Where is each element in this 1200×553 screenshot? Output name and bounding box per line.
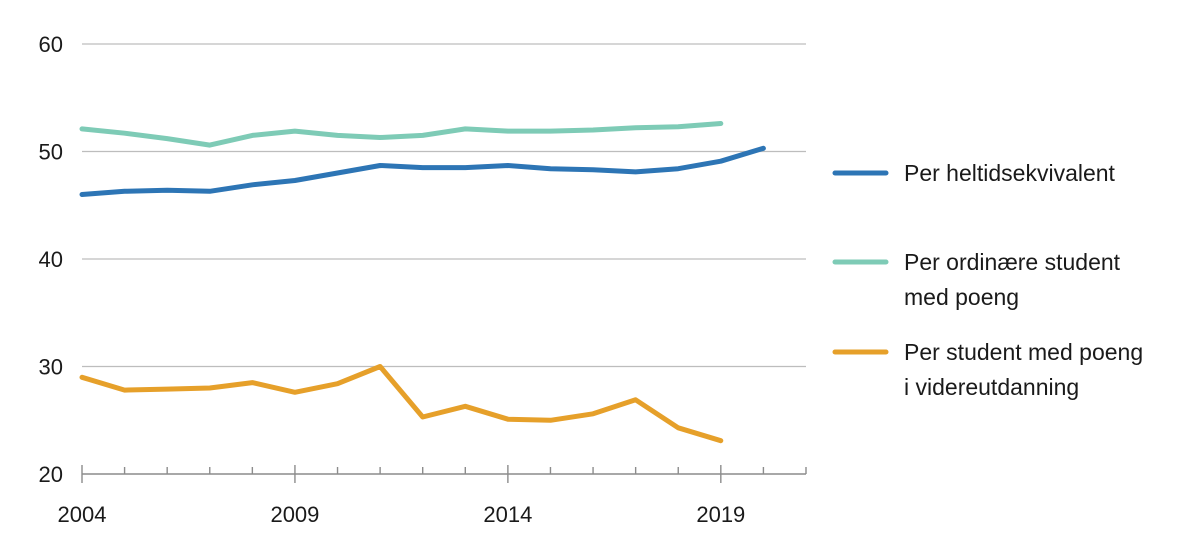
x-tick-label: 2004: [58, 502, 107, 527]
legend: Per heltidsekvivalent Per ordinære studen…: [832, 160, 1143, 400]
legend-label-1: Per heltidsekvivalent: [904, 160, 1116, 186]
y-tick-label: 60: [39, 32, 63, 57]
y-tick-label: 20: [39, 462, 63, 487]
legend-label-3: i videreutdanning: [904, 374, 1079, 400]
series-line-3: [79, 364, 724, 444]
legend-label-3: Per student med poeng: [904, 339, 1143, 365]
x-tick-label: 2009: [270, 502, 319, 527]
y-tick-label: 30: [39, 355, 63, 380]
legend-label-2: med poeng: [904, 284, 1019, 310]
series-line-1: [79, 145, 766, 197]
y-axis-tick-labels: 20 30 40 50 60: [39, 32, 63, 487]
gridlines: [82, 43, 806, 368]
legend-label-2: Per ordinære student: [904, 249, 1121, 275]
y-tick-label: 40: [39, 247, 63, 272]
x-tick-label: 2019: [696, 502, 745, 527]
x-axis: [81, 465, 807, 483]
x-tick-label: 2014: [483, 502, 532, 527]
y-tick-label: 50: [39, 140, 63, 165]
x-axis-tick-labels: 2004 2009 2014 2019: [58, 502, 746, 527]
series-line-2: [79, 121, 724, 148]
series-lines: [79, 121, 766, 444]
